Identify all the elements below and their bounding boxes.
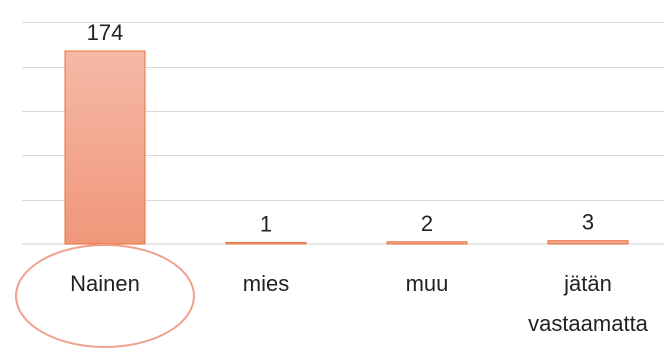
highlight	[15, 244, 195, 348]
data-label: 1	[260, 212, 272, 237]
data-label: 174	[87, 20, 124, 45]
category-label: muu	[406, 271, 449, 296]
highlight-ellipse	[15, 244, 195, 348]
bar	[225, 242, 307, 245]
category-label: mies	[243, 271, 289, 296]
bars	[64, 50, 629, 245]
data-label: 3	[582, 210, 594, 235]
category-label: jätän	[563, 271, 612, 296]
bar	[547, 240, 629, 245]
data-labels: 174 1 2 3	[87, 20, 594, 237]
data-label: 2	[421, 211, 433, 236]
category-label: Nainen	[70, 271, 140, 296]
category-label: vastaamatta	[528, 311, 649, 336]
bar	[64, 50, 146, 245]
category-labels: Nainen mies muu jätän vastaamatta	[70, 271, 649, 336]
bar	[386, 241, 468, 245]
